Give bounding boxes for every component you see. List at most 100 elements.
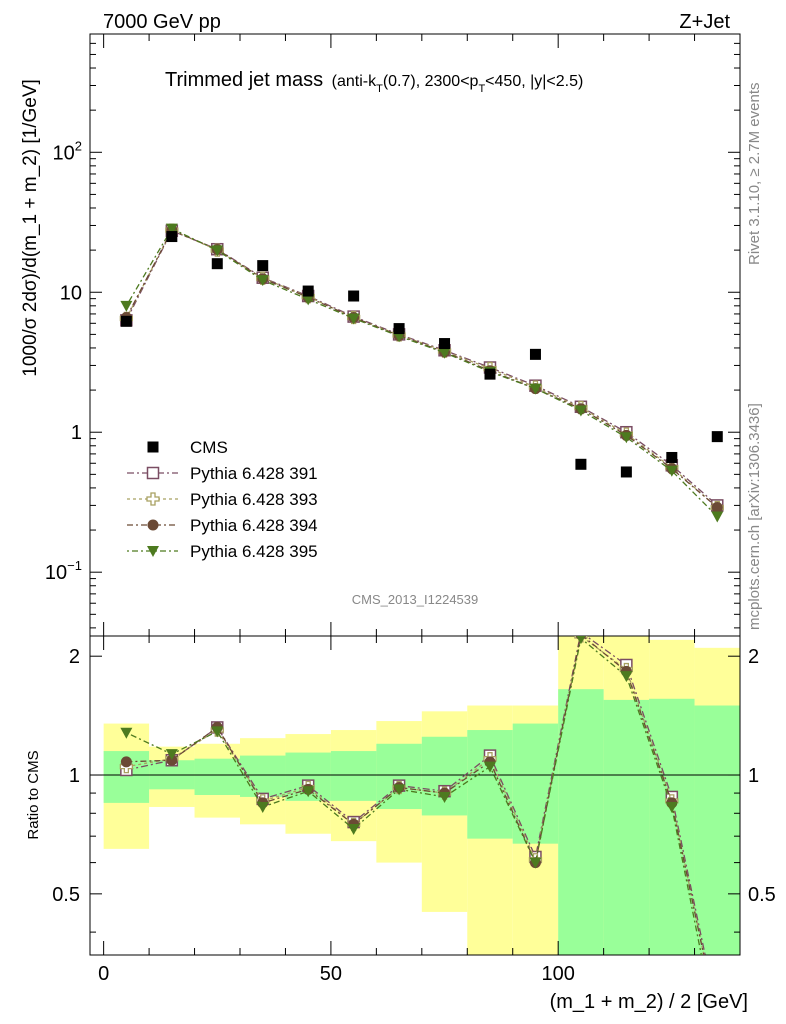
ratio-series-line	[126, 637, 703, 955]
cms-data-point	[439, 338, 451, 350]
main-series-point	[165, 223, 178, 235]
legend: CMS Pythia 6.428 391 Pythia 6.428 393 Pythi…	[127, 438, 318, 561]
legend-label: Pythia 6.428 395	[190, 542, 318, 561]
x-ticks: 0 50 100	[98, 34, 741, 985]
ratio-series-layer	[119, 636, 706, 955]
main-series-point	[574, 405, 587, 417]
ratio-series-point	[302, 786, 315, 798]
cms-data-point	[666, 451, 678, 463]
main-series-point	[620, 432, 633, 444]
cms-data-point	[393, 323, 405, 335]
legend-label: CMS	[190, 438, 228, 457]
green-band-bin	[603, 699, 650, 955]
ratio-series-point	[211, 726, 224, 738]
cms-data-point	[484, 368, 496, 380]
ratio-y-tick-label-right: 1	[748, 765, 759, 787]
main-y-tick-label: 102	[53, 138, 82, 164]
ratio-series-point	[620, 671, 633, 683]
main-panel-border	[89, 33, 741, 637]
green-band-bin	[376, 743, 422, 810]
green-band-bin	[558, 689, 604, 955]
legend-marker	[147, 519, 159, 531]
ratio-series-point	[484, 761, 496, 773]
main-ylabel: 1000/σ 2dσ)/d(m_1 + m_2) [1/GeV]	[20, 79, 41, 377]
cms-data-point	[302, 285, 314, 297]
cms-data-point	[575, 458, 587, 470]
cms-data-point	[211, 258, 223, 270]
green-band-bin	[467, 730, 513, 839]
ratio-series-point	[665, 801, 678, 813]
legend-marker	[147, 546, 159, 557]
ratio-y-tick-label-left: 2	[69, 646, 80, 668]
plot-title-sub-t2: T	[478, 83, 485, 95]
main-panel-frame	[89, 33, 741, 637]
ratio-ylabel: Ratio to CMS	[25, 750, 42, 839]
ratio-series-point	[165, 749, 178, 761]
legend-label: Pythia 6.428 393	[190, 490, 318, 509]
mcplots-label: mcplots.cern.ch [arXiv:1306.3436]	[746, 403, 763, 630]
ratio-series-point	[576, 636, 586, 645]
ratio-y-ticks: 2 2 1 1 0.5 0.5	[52, 646, 776, 933]
main-series-line	[125, 229, 718, 508]
legend-label: Pythia 6.428 394	[190, 516, 318, 535]
cms-data-point	[529, 348, 541, 360]
cms-data-point	[711, 431, 723, 443]
green-band-bin	[330, 751, 377, 801]
main-series-line	[125, 227, 718, 517]
ratio-y-tick-label-left: 0.5	[52, 884, 80, 906]
ratio-y-tick-label-left: 1	[69, 765, 80, 787]
main-series-point	[438, 347, 451, 359]
ratio-y-tick-label-right: 0.5	[748, 884, 776, 906]
cms-data-point	[166, 231, 178, 243]
main-series-line	[125, 229, 718, 506]
ratio-series-point	[120, 727, 133, 739]
main-series-point	[347, 313, 360, 325]
ratio-series-point	[256, 801, 269, 813]
ratio-uncertainty-bands	[103, 636, 740, 955]
main-y-ticks: 102 10 1 10−1	[45, 33, 740, 629]
plot-title-sub-a: (anti-k	[332, 73, 377, 90]
x-tick-label: 0	[98, 963, 109, 985]
x-tick-label: 50	[320, 963, 342, 985]
x-axis-label: (m_1 + m_2) / 2 [GeV]	[550, 991, 748, 1013]
green-band-bin	[694, 705, 740, 955]
ratio-series-point	[120, 756, 132, 768]
main-series-layer	[119, 223, 724, 523]
ratio-y-tick-label-right: 2	[748, 646, 759, 668]
green-band-bin	[194, 758, 240, 796]
cms-data-point	[348, 290, 360, 302]
main-y-tick-label: 10	[60, 282, 82, 304]
ratio-panel-frame	[89, 635, 741, 956]
main-series-point	[302, 294, 315, 306]
main-series-point	[529, 383, 542, 395]
green-band-bin	[421, 736, 468, 816]
plot-title-main: Trimmed jet mass	[165, 69, 323, 91]
analysis-id: CMS_2013_I1224539	[352, 592, 479, 607]
green-band-bin	[649, 698, 695, 955]
legend-marker	[147, 441, 159, 453]
cms-data-point	[620, 466, 632, 478]
header-left: 7000 GeV pp	[103, 11, 221, 33]
plot-title-sub-c: <450, |y|<2.5)	[485, 73, 583, 90]
legend-marker	[146, 492, 160, 506]
x-tick-label: 100	[541, 963, 574, 985]
ratio-series-point	[393, 784, 406, 796]
ratio-panel-border	[89, 635, 741, 956]
ratio-series-point	[529, 857, 542, 869]
ratio-series-point	[438, 791, 451, 803]
main-series-point	[711, 501, 723, 513]
cms-data-point	[120, 315, 132, 327]
legend-label: Pythia 6.428 391	[190, 464, 318, 483]
cms-data-point	[257, 260, 269, 272]
main-series-point	[120, 300, 133, 312]
legend-marker	[146, 466, 160, 480]
ratio-series-point	[166, 754, 178, 766]
main-y-tick-label: 1	[71, 422, 82, 444]
main-series-point	[711, 511, 724, 523]
plot-title: Trimmed jet mass (anti-kT(0.7), 2300<pT<…	[165, 69, 583, 95]
header-right: Z+Jet	[679, 11, 730, 33]
ratio-series-point	[347, 823, 360, 835]
main-series-point	[211, 245, 224, 257]
main-series-point	[665, 465, 678, 477]
